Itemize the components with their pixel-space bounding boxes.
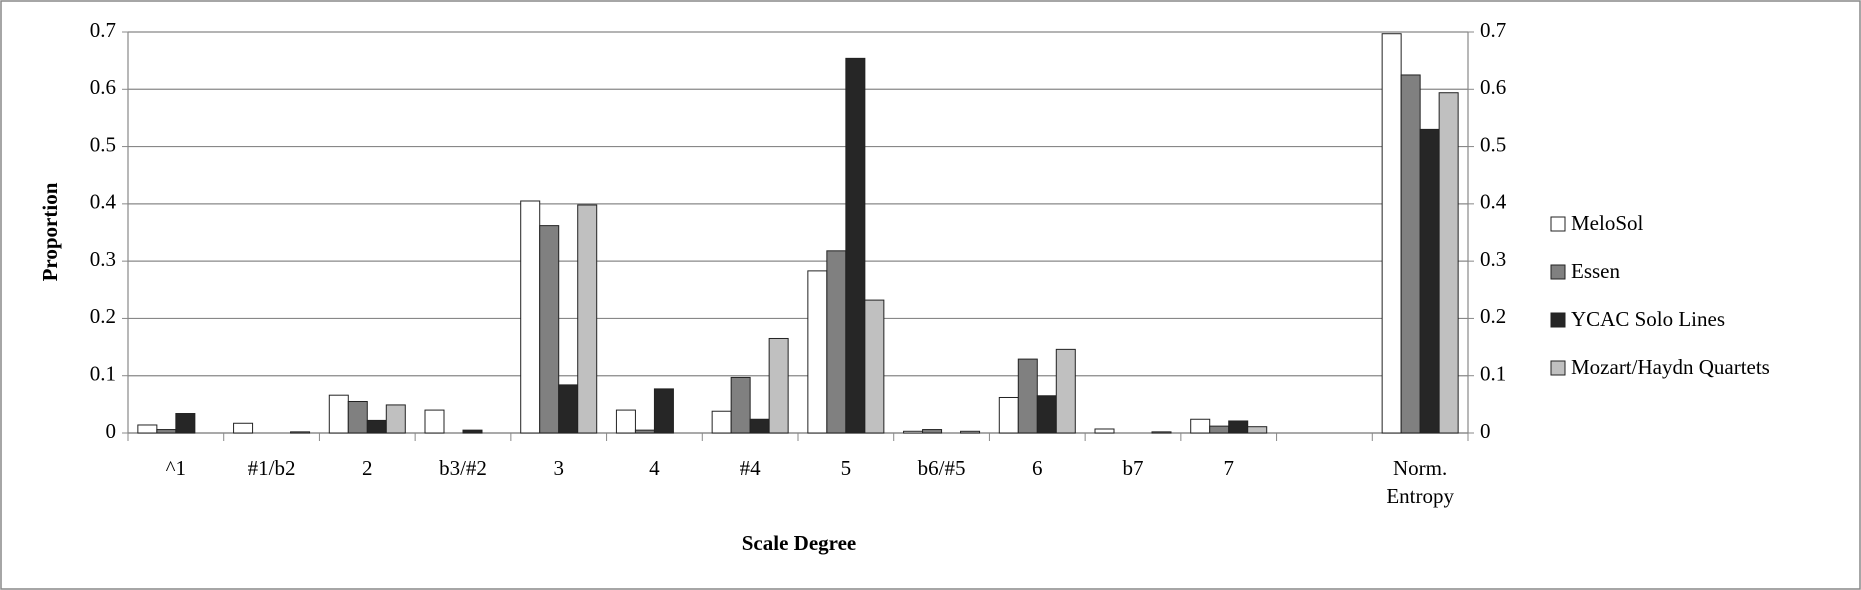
legend-label: YCAC Solo Lines (1571, 307, 1725, 331)
x-tick-label: #1/b2 (247, 456, 296, 480)
y-tick-label: 0.6 (90, 75, 116, 99)
bar (749, 418, 770, 434)
legend-swatch (1550, 312, 1566, 328)
legend-swatch (1550, 360, 1566, 376)
bar (711, 410, 732, 434)
bar (328, 394, 349, 434)
y-tick-label: 0.3 (90, 247, 116, 271)
bar (807, 270, 828, 434)
bar (1438, 92, 1459, 434)
bar (1381, 33, 1402, 434)
bar (1036, 395, 1057, 434)
x-tick-label: 2 (362, 456, 373, 480)
bar (1190, 418, 1211, 434)
bar (366, 419, 387, 434)
x-tick-label: Norm. Entropy (1386, 456, 1454, 508)
bar (864, 299, 885, 434)
bar (960, 430, 981, 434)
y2-tick-label: 0 (1480, 419, 1491, 443)
bar (845, 57, 866, 434)
y-tick-label: 0.4 (90, 190, 117, 214)
bar (577, 204, 598, 434)
x-tick-label: 3 (553, 456, 564, 480)
x-axis-label: Scale Degree (742, 531, 856, 555)
y-axis-label: Proportion (38, 182, 62, 281)
legend-swatch (1550, 264, 1566, 280)
legend-label: MeloSol (1571, 211, 1644, 235)
x-tick-label: b3/#2 (439, 456, 487, 480)
y2-tick-label: 0.7 (1480, 18, 1506, 42)
y2-tick-label: 0.6 (1480, 75, 1506, 99)
bar (462, 429, 483, 434)
bar (175, 413, 196, 434)
bar (1209, 425, 1230, 434)
bar (233, 422, 254, 434)
bar (539, 225, 560, 434)
legend-label: Mozart/Haydn Quartets (1571, 355, 1770, 379)
bar (1419, 128, 1440, 434)
legend-label: Essen (1571, 259, 1620, 283)
bar (385, 404, 406, 434)
bar (347, 400, 368, 434)
y2-tick-label: 0.2 (1480, 304, 1506, 328)
bar (922, 429, 943, 434)
bar (826, 250, 847, 434)
bar (1247, 426, 1268, 434)
x-tick-label: #4 (739, 456, 761, 480)
y2-tick-label: 0.1 (1480, 362, 1506, 386)
y2-tick-label: 0.5 (1480, 132, 1506, 156)
y-tick-label: 0.1 (90, 362, 116, 386)
legend-swatch (1550, 216, 1566, 232)
x-tick-label: 4 (649, 456, 660, 480)
bar (1400, 74, 1421, 434)
y2-tick-label: 0.4 (1480, 190, 1507, 214)
bar (1094, 428, 1115, 434)
x-tick-label: ^1 (165, 456, 187, 480)
x-tick-label: 7 (1223, 456, 1234, 480)
bar (290, 431, 311, 434)
bar (768, 337, 789, 434)
bar (903, 430, 924, 434)
x-tick-label: 5 (840, 456, 852, 480)
bar (615, 409, 636, 434)
bar (558, 384, 579, 434)
bar (520, 200, 541, 434)
y-tick-label: 0.5 (90, 132, 116, 156)
x-tick-label: 6 (1032, 456, 1043, 480)
bar (653, 388, 674, 434)
bar (998, 396, 1019, 434)
y2-tick-label: 0.3 (1480, 247, 1506, 271)
x-tick-label: b6/#5 (917, 456, 966, 480)
y-tick-label: 0.2 (90, 304, 116, 328)
y-tick-label: 0.7 (90, 18, 116, 42)
bar (1228, 420, 1249, 434)
bar (730, 376, 751, 434)
bar (156, 429, 177, 434)
bar (1055, 348, 1076, 434)
bar (1017, 358, 1038, 434)
y-tick-label: 0 (106, 419, 117, 443)
bar (137, 424, 158, 434)
bar (1151, 431, 1172, 434)
x-tick-label: b7 (1122, 456, 1144, 480)
bar (424, 409, 445, 434)
bar (634, 429, 655, 434)
